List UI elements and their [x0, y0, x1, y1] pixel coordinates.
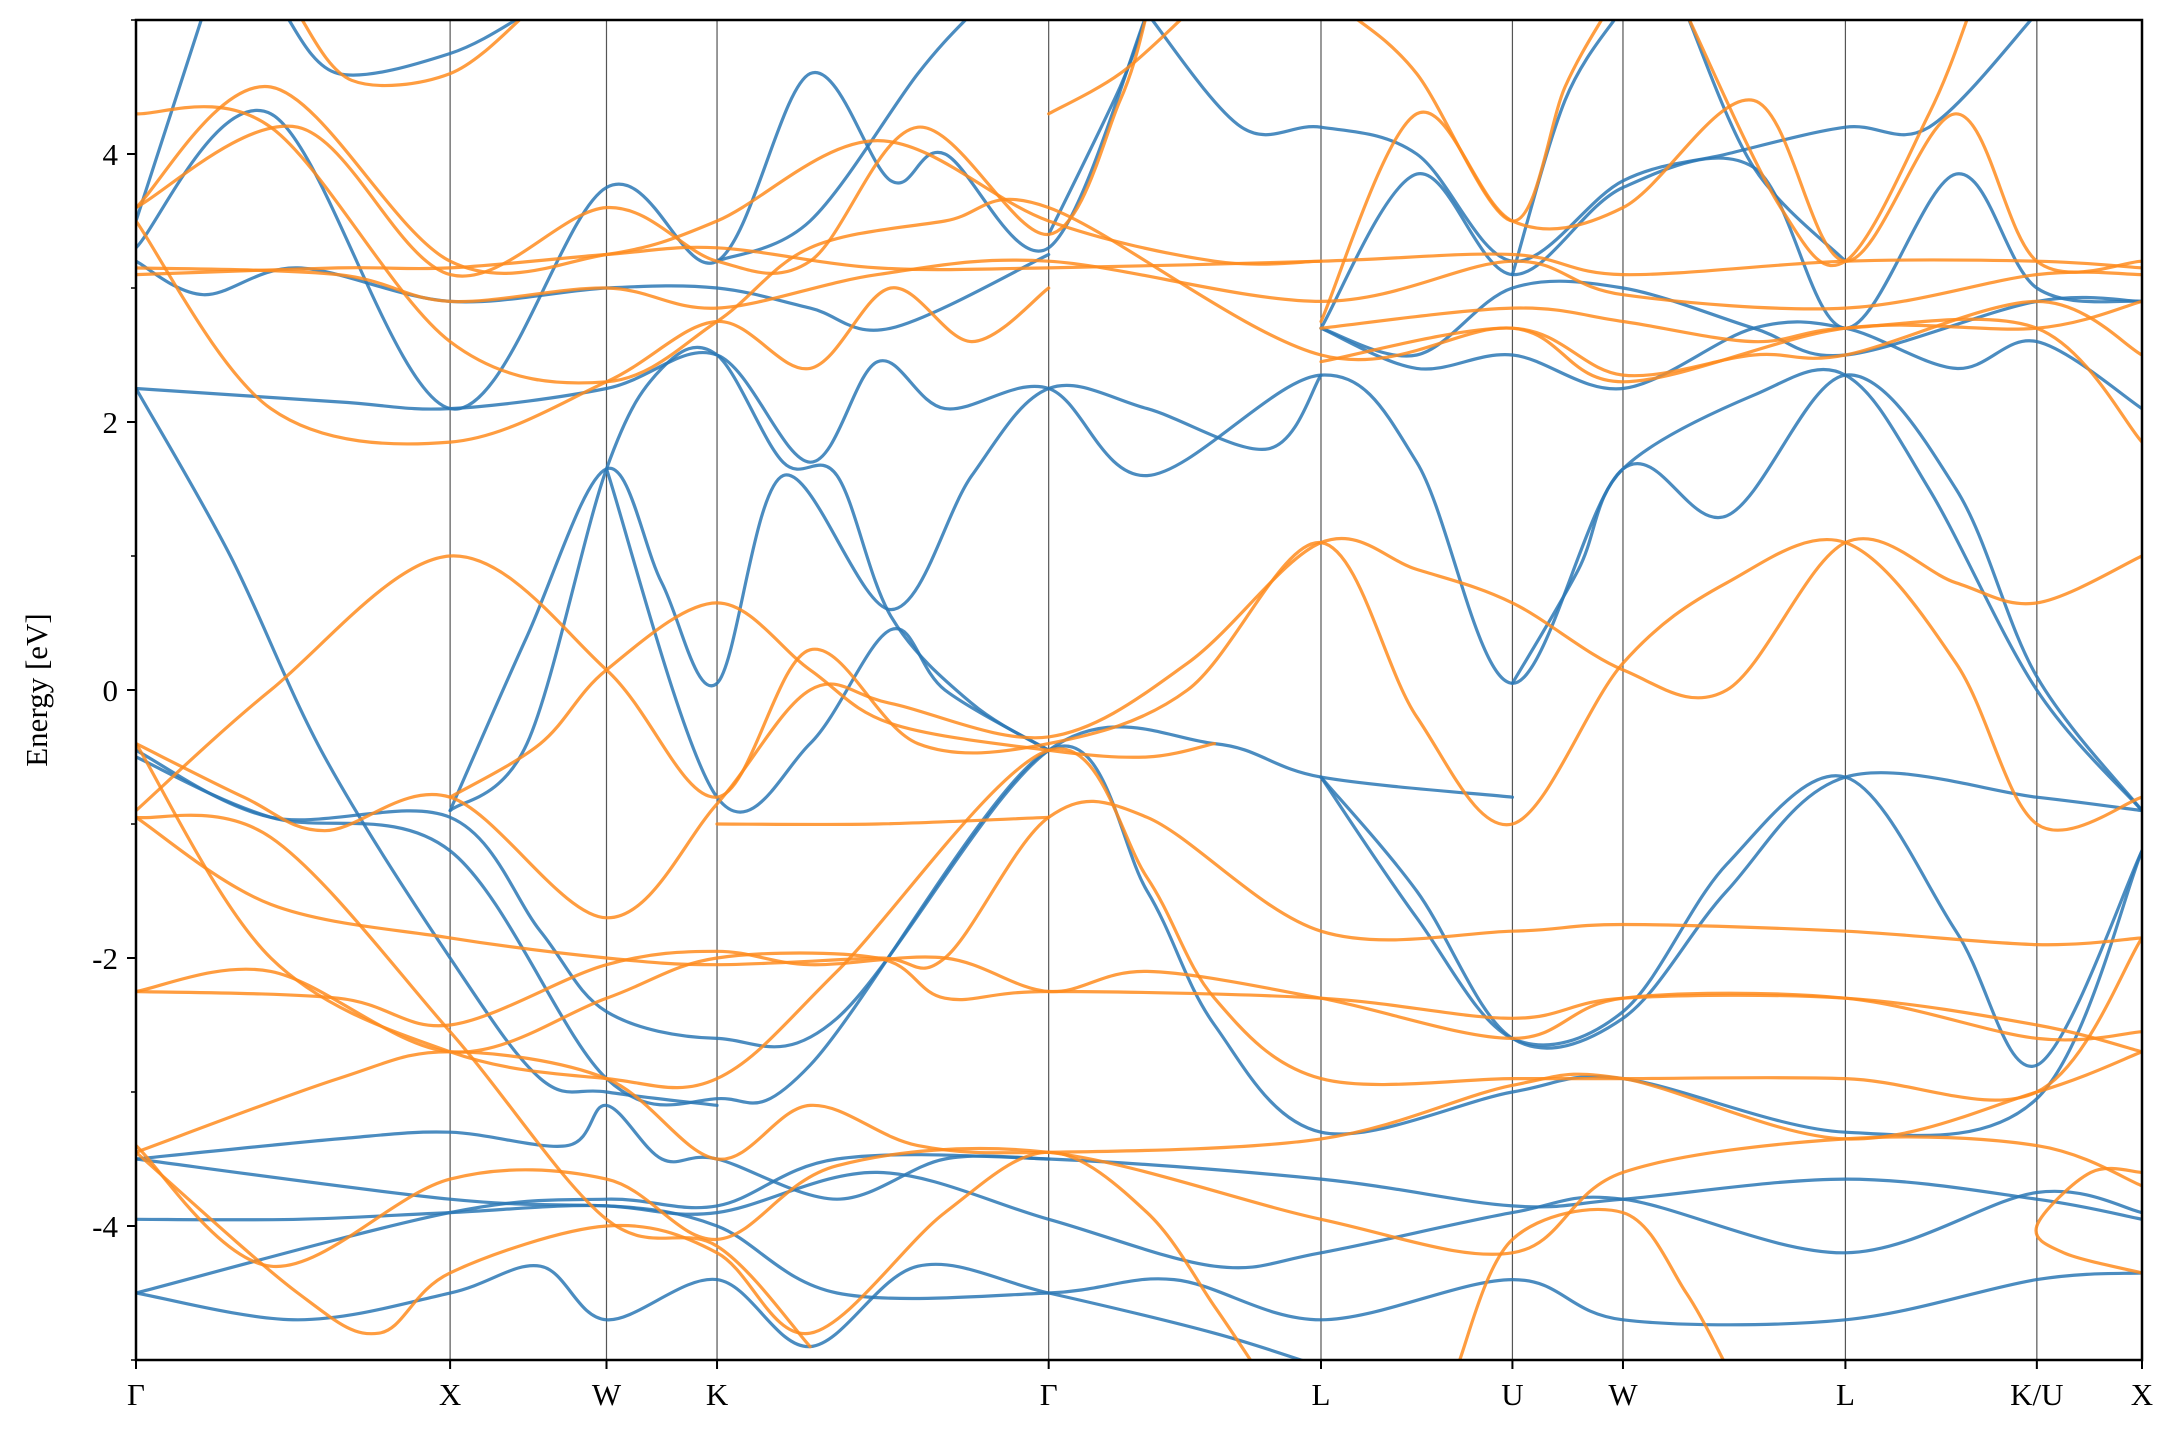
band-line-37	[136, 1150, 1253, 1360]
band-line-21	[1150, 20, 2033, 263]
x-tick-label-10: X	[2131, 1377, 2153, 1412]
band-line-4	[136, 1103, 1051, 1201]
band-line-9	[448, 373, 1323, 813]
band-line-46	[136, 20, 1147, 278]
band-line-41	[136, 245, 2142, 277]
band-line-40	[2034, 1166, 2142, 1275]
x-tick-label-6: U	[1501, 1377, 1523, 1412]
band-line-33	[715, 815, 1051, 827]
x-tick-label-2: W	[592, 1377, 622, 1412]
band-line-17	[136, 20, 203, 223]
y-tick-label-4: 4	[103, 137, 119, 172]
band-line-29	[136, 799, 2142, 970]
band-line-5	[136, 725, 1514, 1049]
band-line-20	[1047, 20, 1147, 236]
band-line-42	[136, 258, 2142, 311]
x-tick-label-4: Γ	[1040, 1377, 1058, 1412]
band-line-53	[1687, 20, 1969, 268]
x-tick-label-5: L	[1312, 1377, 1331, 1412]
band-line-32	[448, 601, 1217, 799]
band-line-52	[1355, 20, 1604, 223]
band-line-34	[136, 742, 2142, 1102]
y-tick-label-2: 0	[103, 673, 119, 708]
band-line-11	[604, 467, 1051, 814]
band-line-45	[136, 219, 1051, 446]
y-tick-label-1: -2	[92, 941, 118, 976]
band-line-7	[136, 386, 719, 1107]
band-line-51	[1047, 20, 1183, 116]
band-line-24	[1319, 279, 2142, 358]
band-line-26	[1687, 20, 1847, 263]
band-line-27	[136, 951, 2142, 1054]
band-line-3	[136, 1262, 1306, 1360]
y-tick-label-0: -4	[92, 1209, 118, 1244]
x-tick-label-0: Γ	[127, 1377, 145, 1412]
band-line-6	[136, 744, 2142, 1138]
plot-frame	[134, 18, 2144, 1362]
band-line-35	[136, 1050, 2142, 1161]
band-line-28	[136, 949, 2142, 1042]
x-tick-label-3: K	[706, 1377, 729, 1412]
band-line-16	[136, 20, 1147, 411]
band-line-0	[136, 1153, 2142, 1295]
band-line-31	[136, 537, 2142, 832]
y-tick-label-3: 2	[103, 405, 119, 440]
x-tick-label-9: K/U	[2010, 1377, 2063, 1412]
band-line-18	[287, 20, 519, 77]
band-line-8	[136, 350, 2142, 813]
band-line-19	[715, 20, 968, 263]
band-line-13	[1319, 771, 2142, 1050]
band-line-47	[1319, 98, 2142, 324]
x-tick-label-1: X	[439, 1377, 461, 1412]
x-axis: Γ X W K Γ L U W L K/U X	[127, 1360, 2153, 1412]
x-tick-label-7: W	[1608, 1377, 1638, 1412]
band-line-50	[300, 20, 522, 88]
band-line-12	[1510, 367, 2142, 813]
band-line-30	[136, 536, 2142, 920]
x-tick-label-8: L	[1836, 1377, 1855, 1412]
band-series	[136, 20, 2142, 1360]
band-line-44	[136, 105, 2142, 385]
band-line-25	[1510, 20, 1617, 277]
band-line-10	[448, 345, 1051, 813]
band-line-14	[1319, 774, 2142, 1068]
band-line-2	[136, 1203, 2142, 1327]
band-line-38	[136, 813, 812, 1349]
band-line-15	[136, 252, 1051, 332]
band-line-48	[1319, 306, 2142, 444]
band-line-39	[1458, 1207, 1726, 1360]
band-line-43	[136, 85, 1323, 275]
y-axis-label: Energy [eV]	[19, 613, 54, 767]
y-axis: -4 -2 0 2 4	[92, 19, 136, 1361]
band-line-49	[1319, 299, 2142, 378]
